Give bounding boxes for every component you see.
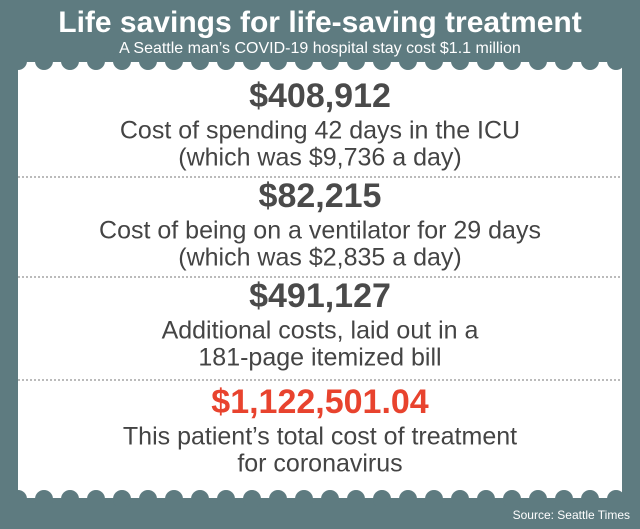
- scallop: [321, 490, 339, 508]
- scallop: [399, 52, 417, 70]
- scallop: [425, 490, 443, 508]
- scallop: [61, 490, 79, 508]
- scallop: [321, 52, 339, 70]
- scallop: [373, 52, 391, 70]
- amount: $408,912: [249, 77, 391, 115]
- receipt-panel: [18, 62, 622, 498]
- scallop: [9, 490, 27, 508]
- scallop: [35, 52, 53, 70]
- scallop: [191, 52, 209, 70]
- scallop: [425, 52, 443, 70]
- scallop: [477, 490, 495, 508]
- scallop: [555, 490, 573, 508]
- description: Cost of spending 42 days in the ICU: [120, 117, 520, 145]
- scallop: [581, 52, 599, 70]
- scallop: [477, 52, 495, 70]
- amount: $82,215: [259, 177, 382, 215]
- scallop: [165, 490, 183, 508]
- scalloped-edges: [9, 52, 625, 508]
- title: Life savings for life-saving treatment: [58, 6, 581, 39]
- scallop: [607, 490, 625, 508]
- scallop: [269, 52, 287, 70]
- description: This patient’s total cost of treatment: [123, 423, 517, 451]
- description: for coronavirus: [237, 450, 402, 478]
- scallop: [9, 52, 27, 70]
- scallop: [191, 490, 209, 508]
- scallop: [217, 490, 235, 508]
- scallop: [607, 52, 625, 70]
- scallop: [581, 490, 599, 508]
- scallop: [451, 52, 469, 70]
- scallop: [113, 490, 131, 508]
- scallop: [503, 52, 521, 70]
- subtitle: A Seattle man’s COVID-19 hospital stay c…: [119, 40, 521, 57]
- scallop: [165, 52, 183, 70]
- scallop: [113, 52, 131, 70]
- scallop: [503, 490, 521, 508]
- description: (which was $2,835 a day): [178, 244, 461, 272]
- scallop: [347, 490, 365, 508]
- description: 181-page itemized bill: [198, 344, 441, 372]
- description: (which was $9,736 a day): [178, 144, 461, 172]
- scallop: [87, 490, 105, 508]
- scallop: [399, 490, 417, 508]
- scallop: [555, 52, 573, 70]
- source: Source: Seattle Times: [513, 508, 630, 522]
- scallop: [139, 490, 157, 508]
- amount: $491,127: [249, 277, 391, 315]
- scallop: [529, 490, 547, 508]
- scallop: [243, 490, 261, 508]
- description: Cost of being on a ventilator for 29 day…: [99, 217, 541, 245]
- scallop: [139, 52, 157, 70]
- scallop: [529, 52, 547, 70]
- scallop: [347, 52, 365, 70]
- scallop: [87, 52, 105, 70]
- scallop: [35, 490, 53, 508]
- scallop: [295, 52, 313, 70]
- description: Additional costs, laid out in a: [162, 317, 479, 345]
- scallop: [451, 490, 469, 508]
- scallop: [295, 490, 313, 508]
- scallop: [217, 52, 235, 70]
- scallop: [243, 52, 261, 70]
- scallop: [61, 52, 79, 70]
- scallop: [373, 490, 391, 508]
- scallop: [269, 490, 287, 508]
- amount: $1,122,501.04: [211, 383, 429, 421]
